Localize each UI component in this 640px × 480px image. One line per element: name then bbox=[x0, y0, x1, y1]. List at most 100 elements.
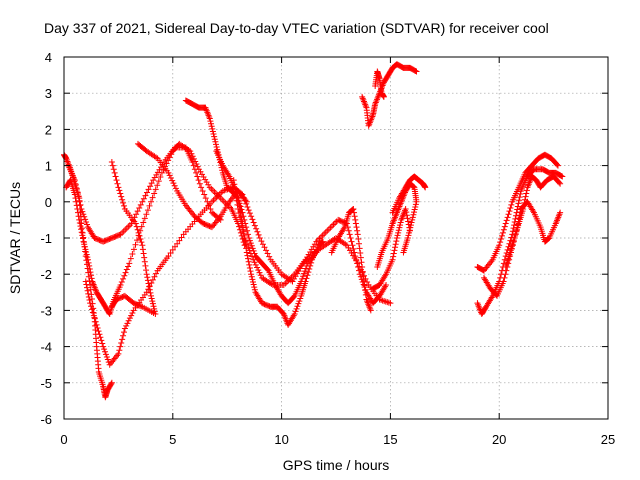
data-point bbox=[85, 290, 92, 297]
data-point bbox=[367, 307, 374, 314]
data-point bbox=[247, 240, 254, 247]
data-point bbox=[102, 351, 109, 358]
data-point bbox=[66, 178, 73, 185]
y-tick-label: 0 bbox=[45, 195, 52, 210]
data-point bbox=[133, 223, 140, 230]
data-point bbox=[251, 284, 258, 291]
data-point bbox=[172, 185, 179, 192]
data-point bbox=[243, 198, 250, 205]
data-point bbox=[85, 293, 92, 300]
data-point bbox=[192, 158, 199, 165]
data-point bbox=[155, 178, 162, 185]
data-point bbox=[409, 214, 416, 221]
data-point bbox=[245, 255, 252, 262]
data-point bbox=[95, 328, 102, 335]
data-point bbox=[132, 241, 139, 248]
data-point bbox=[412, 67, 419, 74]
data-point bbox=[76, 220, 83, 227]
data-point bbox=[115, 350, 122, 357]
data-point bbox=[128, 312, 135, 319]
series-arc-12 bbox=[374, 180, 420, 270]
data-point bbox=[241, 235, 248, 241]
data-point bbox=[93, 321, 100, 328]
data-point bbox=[86, 266, 93, 273]
data-point bbox=[176, 237, 183, 244]
data-point bbox=[92, 318, 99, 325]
data-point bbox=[413, 198, 420, 205]
data-point bbox=[383, 282, 390, 289]
data-point bbox=[508, 201, 515, 208]
data-point bbox=[83, 218, 90, 225]
data-point bbox=[520, 206, 527, 213]
data-point bbox=[393, 238, 400, 245]
data-point bbox=[101, 346, 108, 353]
data-point bbox=[147, 183, 154, 190]
data-point bbox=[245, 231, 252, 238]
data-point bbox=[248, 271, 255, 278]
data-point bbox=[325, 226, 332, 233]
data-point bbox=[404, 215, 411, 222]
data-point bbox=[86, 262, 93, 269]
data-point bbox=[126, 222, 133, 229]
data-point bbox=[146, 286, 153, 293]
x-tick-label: 15 bbox=[383, 432, 397, 447]
data-point bbox=[139, 246, 146, 253]
data-point bbox=[208, 120, 215, 127]
data-point bbox=[330, 221, 337, 228]
data-point bbox=[134, 237, 141, 244]
data-point bbox=[79, 208, 86, 215]
data-point bbox=[80, 211, 87, 218]
data-point bbox=[299, 275, 306, 282]
data-point bbox=[149, 298, 156, 305]
data-point bbox=[210, 197, 217, 204]
data-point bbox=[149, 276, 156, 283]
x-tick-labels: 0 5 10 15 20 25 bbox=[60, 432, 615, 447]
data-point bbox=[356, 271, 363, 278]
data-point bbox=[291, 311, 298, 318]
data-point bbox=[123, 322, 130, 329]
data-point bbox=[407, 224, 414, 231]
data-point bbox=[249, 216, 256, 223]
data-point bbox=[360, 273, 367, 280]
data-point bbox=[96, 331, 103, 338]
data-point bbox=[120, 228, 127, 235]
data-point bbox=[412, 201, 419, 208]
data-point bbox=[402, 206, 409, 213]
data-point bbox=[117, 343, 124, 350]
y-axis-label: SDTVAR / TECUs bbox=[7, 182, 23, 294]
data-point bbox=[133, 211, 140, 218]
data-point bbox=[301, 268, 308, 275]
data-point bbox=[322, 229, 329, 236]
data-point bbox=[73, 185, 80, 192]
data-point bbox=[409, 216, 416, 223]
data-point bbox=[83, 251, 90, 258]
x-tick-label: 25 bbox=[601, 432, 615, 447]
data-point bbox=[410, 183, 417, 190]
data-point bbox=[506, 208, 513, 215]
data-point bbox=[327, 224, 334, 231]
data-point bbox=[254, 264, 261, 271]
data-point bbox=[71, 177, 78, 184]
data-point bbox=[245, 244, 252, 251]
data-point bbox=[123, 266, 130, 273]
data-point bbox=[118, 339, 125, 346]
data-point bbox=[124, 320, 131, 327]
data-point bbox=[247, 268, 254, 275]
data-point bbox=[190, 162, 197, 169]
data-point bbox=[100, 343, 107, 350]
data-point bbox=[238, 222, 245, 229]
data-point bbox=[89, 309, 96, 316]
series-arc-3 bbox=[65, 144, 224, 245]
data-point bbox=[87, 300, 94, 307]
data-point bbox=[353, 224, 360, 231]
data-point bbox=[393, 235, 400, 241]
data-point bbox=[114, 180, 121, 187]
data-point bbox=[511, 218, 518, 225]
data-point bbox=[132, 220, 139, 227]
data-point bbox=[303, 262, 310, 269]
data-point bbox=[261, 244, 268, 251]
data-point bbox=[407, 222, 414, 229]
data-point bbox=[362, 291, 369, 298]
data-point bbox=[349, 242, 356, 249]
data-point bbox=[517, 191, 524, 198]
